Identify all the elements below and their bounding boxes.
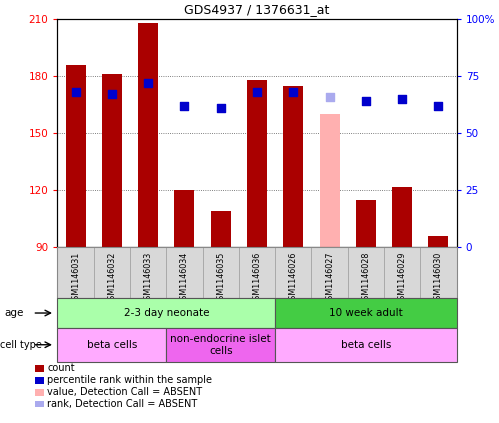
Text: GSM1146027: GSM1146027 — [325, 252, 334, 305]
Text: GSM1146031: GSM1146031 — [71, 252, 80, 305]
Text: GSM1146026: GSM1146026 — [289, 252, 298, 305]
Bar — [211, 212, 231, 247]
Bar — [94, 247, 130, 298]
Text: beta cells: beta cells — [341, 340, 391, 350]
Bar — [65, 65, 85, 247]
Point — [181, 102, 189, 109]
Bar — [348, 247, 384, 298]
Bar — [311, 247, 348, 298]
Point — [108, 91, 116, 98]
Bar — [57, 328, 166, 362]
Text: 2-3 day neonate: 2-3 day neonate — [124, 308, 209, 318]
Bar — [57, 247, 94, 298]
Point — [217, 105, 225, 112]
Bar — [319, 114, 339, 247]
Bar — [247, 80, 267, 247]
Bar — [166, 328, 275, 362]
Bar — [203, 247, 239, 298]
Text: GSM1146035: GSM1146035 — [216, 252, 225, 305]
Point — [362, 98, 370, 104]
Bar — [275, 298, 457, 328]
Bar — [138, 23, 158, 247]
Bar — [166, 247, 203, 298]
Bar — [275, 328, 457, 362]
Bar — [420, 247, 457, 298]
Point — [325, 93, 333, 100]
Text: beta cells: beta cells — [87, 340, 137, 350]
Bar — [283, 86, 303, 247]
Bar — [175, 190, 195, 247]
Title: GDS4937 / 1376631_at: GDS4937 / 1376631_at — [184, 3, 330, 16]
Text: GSM1146036: GSM1146036 — [252, 252, 261, 305]
Bar — [384, 247, 420, 298]
Bar — [239, 247, 275, 298]
Point — [71, 89, 79, 96]
Point — [144, 80, 152, 86]
Bar — [130, 247, 166, 298]
Bar — [392, 187, 412, 247]
Point — [289, 89, 297, 96]
Text: GSM1146029: GSM1146029 — [398, 252, 407, 305]
Text: percentile rank within the sample: percentile rank within the sample — [47, 375, 213, 385]
Bar — [429, 236, 449, 247]
Point — [398, 96, 406, 102]
Text: GSM1146028: GSM1146028 — [361, 252, 370, 305]
Text: age: age — [4, 308, 23, 318]
Text: cell type: cell type — [0, 340, 42, 350]
Point — [253, 89, 261, 96]
Text: GSM1146032: GSM1146032 — [107, 252, 116, 305]
Bar — [102, 74, 122, 247]
Text: non-endocrine islet
cells: non-endocrine islet cells — [170, 334, 271, 356]
Text: GSM1146033: GSM1146033 — [144, 252, 153, 305]
Bar — [57, 298, 275, 328]
Bar — [356, 200, 376, 247]
Point — [435, 102, 443, 109]
Text: GSM1146034: GSM1146034 — [180, 252, 189, 305]
Text: value, Detection Call = ABSENT: value, Detection Call = ABSENT — [47, 387, 203, 397]
Text: 10 week adult: 10 week adult — [329, 308, 403, 318]
Bar — [275, 247, 311, 298]
Text: count: count — [47, 363, 75, 373]
Text: GSM1146030: GSM1146030 — [434, 252, 443, 305]
Text: rank, Detection Call = ABSENT: rank, Detection Call = ABSENT — [47, 398, 198, 409]
